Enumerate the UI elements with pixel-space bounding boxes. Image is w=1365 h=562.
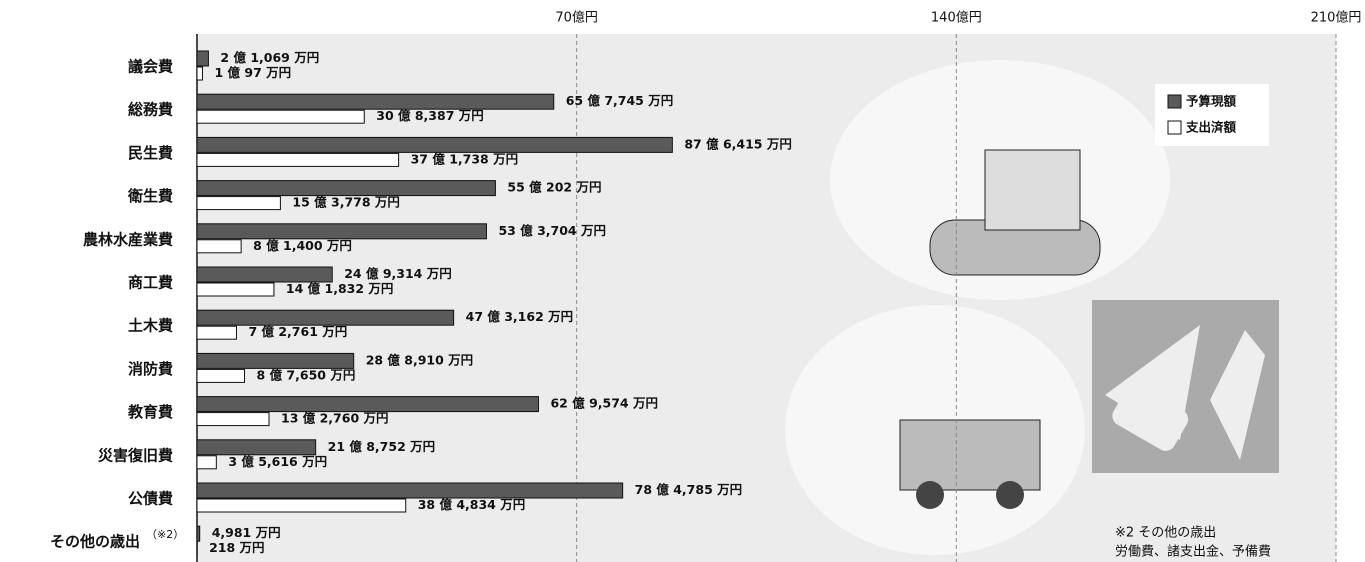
bar — [197, 94, 554, 109]
y-tick-label: 議会費 — [128, 58, 173, 76]
value-label: 87 億 6,415 万円 — [684, 136, 792, 151]
bar — [197, 224, 486, 239]
footnote: ※2 その他の歳出 — [1115, 526, 1216, 541]
footnote: 労働費、諸支出金、予備費 — [1115, 544, 1271, 560]
bar — [197, 397, 538, 412]
bar — [197, 413, 269, 426]
bar — [197, 181, 495, 196]
bar — [197, 456, 216, 469]
bar — [197, 483, 623, 498]
bar — [197, 310, 454, 325]
y-tick-label: 教育費 — [127, 403, 173, 421]
value-label: 24 億 9,314 万円 — [344, 266, 452, 281]
x-tick-label: 210億円 — [1311, 10, 1362, 26]
value-label: 2 億 1,069 万円 — [220, 50, 319, 65]
legend-swatch — [1168, 95, 1181, 108]
chart: 予算現額支出済額 （※2） ※2 その他の歳出 労働費、諸支出金、予備費 70億… — [0, 0, 1365, 562]
bar — [197, 526, 200, 541]
legend-swatch — [1168, 121, 1181, 134]
x-tick-label: 70億円 — [555, 10, 598, 26]
bar — [197, 240, 241, 253]
bar — [197, 51, 208, 66]
value-label: 62 億 9,574 万円 — [550, 396, 658, 411]
category-note: （※2） — [146, 528, 184, 541]
value-label: 65 億 7,745 万円 — [566, 93, 674, 108]
y-tick-label: 衛生費 — [127, 187, 173, 205]
bar — [197, 67, 202, 80]
value-label: 78 億 4,785 万円 — [635, 482, 743, 497]
y-tick-label: 公債費 — [128, 490, 173, 508]
value-label: 30 億 8,387 万円 — [376, 108, 484, 123]
legend-label: 予算現額 — [1186, 94, 1237, 109]
value-label: 218 万円 — [209, 540, 264, 555]
legend-label: 支出済額 — [1185, 120, 1237, 135]
bar — [197, 440, 316, 455]
y-tick-label: 消防費 — [128, 360, 173, 378]
bar — [197, 153, 399, 166]
bar — [197, 353, 354, 368]
value-label: 14 億 1,832 万円 — [286, 281, 394, 296]
bar — [197, 267, 332, 282]
x-tick-label: 140億円 — [931, 10, 982, 26]
value-label: 37 億 1,738 万円 — [411, 151, 519, 166]
bar — [197, 197, 280, 210]
value-label: 13 億 2,760 万円 — [281, 411, 389, 426]
value-label: 4,981 万円 — [212, 525, 281, 540]
bar — [197, 110, 364, 123]
y-tick-label: 総務費 — [128, 101, 173, 119]
value-label: 38 億 4,834 万円 — [418, 497, 526, 512]
y-tick-label: 土木費 — [128, 317, 173, 335]
value-label: 15 億 3,778 万円 — [292, 195, 400, 210]
bar — [197, 499, 406, 512]
value-label: 53 億 3,704 万円 — [498, 223, 606, 238]
y-tick-label: その他の歳出 — [50, 533, 140, 551]
y-tick-label: 商工費 — [128, 274, 173, 292]
value-label: 1 億 97 万円 — [214, 65, 291, 80]
y-tick-label: 災害復旧費 — [98, 446, 173, 464]
value-label: 21 億 8,752 万円 — [328, 439, 436, 454]
value-label: 7 億 2,761 万円 — [248, 324, 347, 339]
value-label: 55 億 202 万円 — [507, 180, 601, 195]
value-label: 8 億 1,400 万円 — [253, 238, 352, 253]
value-label: 28 億 8,910 万円 — [366, 352, 474, 367]
y-tick-label: 民生費 — [128, 144, 173, 162]
bar — [197, 369, 245, 382]
bar — [197, 137, 672, 152]
value-label: 47 億 3,162 万円 — [466, 309, 573, 324]
value-label: 3 億 5,616 万円 — [228, 454, 327, 469]
y-tick-label: 農林水産業費 — [83, 230, 173, 248]
bar — [197, 326, 236, 339]
value-label: 8 億 7,650 万円 — [257, 367, 356, 382]
bar — [197, 283, 274, 296]
